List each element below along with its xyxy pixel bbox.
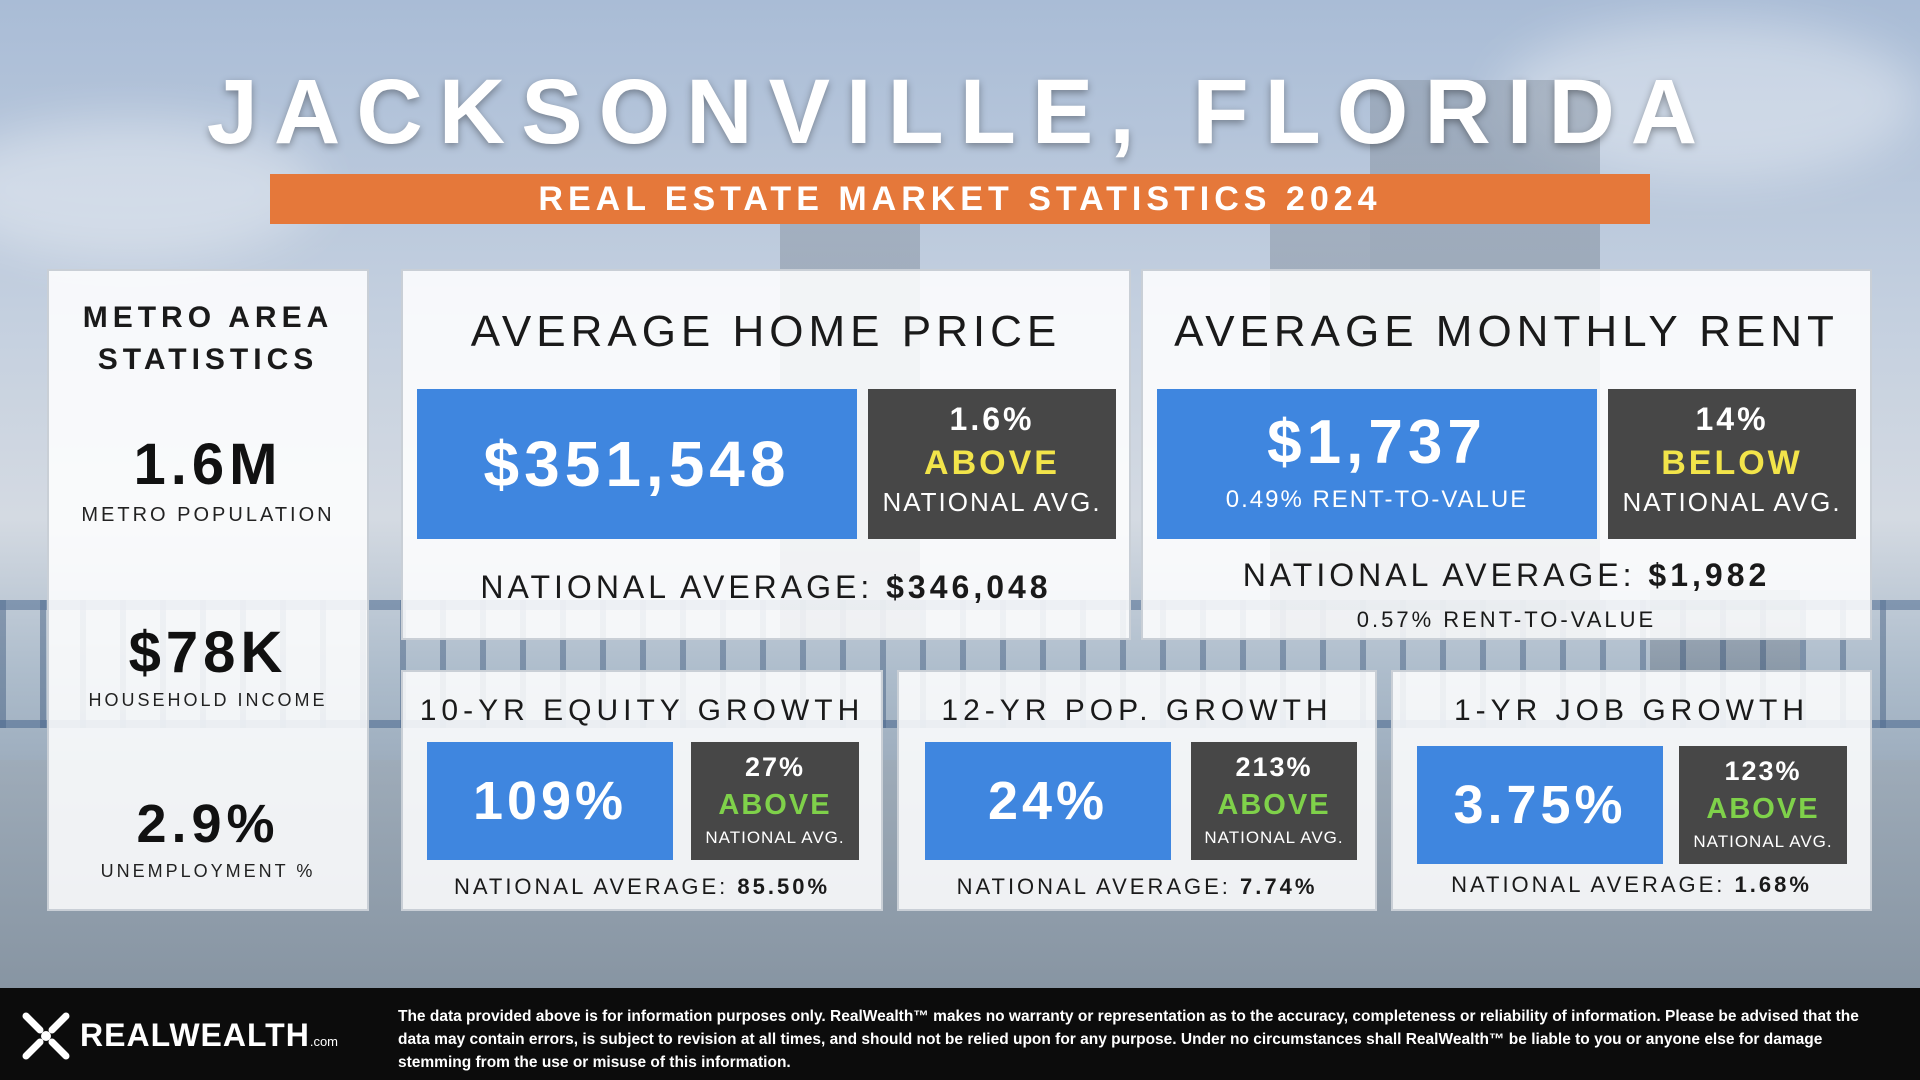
rent-national-ratio: 0.57% RENT-TO-VALUE — [1356, 607, 1657, 632]
realwealth-logo-icon — [22, 1012, 70, 1060]
equity-heading: 10-YR EQUITY GROWTH — [419, 694, 865, 727]
unemployment-value: 2.9% — [136, 794, 280, 854]
equity-national: NATIONAL AVERAGE: 85.50% — [453, 874, 831, 899]
rent-panel: AVERAGE MONTHLY RENT $1,737 0.49% RENT-T… — [1141, 269, 1872, 640]
metro-heading: METRO AREA STATISTICS — [82, 301, 334, 376]
unemployment-label: UNEMPLOYMENT % — [100, 861, 316, 881]
equity-value: 109% — [472, 771, 628, 831]
home-price-compare-box: 1.6% ABOVE NATIONAL AVG. — [868, 389, 1116, 539]
job-growth-value-box: 3.75% — [1417, 746, 1663, 864]
rent-national: NATIONAL AVERAGE: $1,982 — [1242, 557, 1771, 593]
footer: REALWEALTH.com The data provided above i… — [0, 988, 1920, 1080]
disclaimer-text: The data provided above is for informati… — [398, 1008, 1859, 1071]
pop-growth-compare-box: 213% ABOVE NATIONAL AVG. — [1191, 742, 1357, 860]
home-price-heading: AVERAGE HOME PRICE — [470, 307, 1062, 356]
job-growth-value: 3.75% — [1453, 775, 1627, 835]
subtitle-banner: REAL ESTATE MARKET STATISTICS 2024 — [270, 174, 1650, 224]
job-growth-panel: 1-YR JOB GROWTH 3.75% 123% ABOVE NATIONA… — [1391, 670, 1872, 911]
equity-growth-panel: 10-YR EQUITY GROWTH 109% 27% ABOVE NATIO… — [401, 670, 883, 911]
home-price-compare-pct: 1.6% — [949, 401, 1035, 437]
job-growth-compare-box: 123% ABOVE NATIONAL AVG. — [1679, 746, 1847, 864]
rent-compare-label: NATIONAL AVG. — [1622, 487, 1842, 517]
pop-growth-heading: 12-YR POP. GROWTH — [941, 694, 1333, 727]
rent-compare-pct: 14% — [1695, 401, 1769, 437]
rent-compare-dir: BELOW — [1661, 444, 1803, 482]
rent-ratio: 0.49% RENT-TO-VALUE — [1225, 486, 1529, 513]
page-title: JACKSONVILLE, FLORIDA — [206, 61, 1714, 163]
equity-compare-box: 27% ABOVE NATIONAL AVG. — [691, 742, 859, 860]
rent-value-box: $1,737 0.49% RENT-TO-VALUE — [1157, 389, 1597, 539]
home-price-compare-label: NATIONAL AVG. — [882, 487, 1102, 517]
realwealth-logo-text[interactable]: REALWEALTH.com — [80, 1017, 338, 1053]
home-price-value-box: $351,548 — [417, 389, 857, 539]
rent-heading: AVERAGE MONTHLY RENT — [1174, 307, 1839, 356]
job-growth-national: NATIONAL AVERAGE: 1.68% — [1451, 872, 1812, 897]
pop-growth-national: NATIONAL AVERAGE: 7.74% — [956, 874, 1318, 899]
home-price-national: NATIONAL AVERAGE: $346,048 — [480, 569, 1052, 605]
job-growth-heading: 1-YR JOB GROWTH — [1453, 694, 1809, 727]
population-value: 1.6M — [133, 432, 283, 497]
home-price-panel: AVERAGE HOME PRICE $351,548 1.6% ABOVE N… — [401, 269, 1131, 640]
income-label: HOUSEHOLD INCOME — [88, 690, 328, 710]
rent-compare-box: 14% BELOW NATIONAL AVG. — [1608, 389, 1856, 539]
home-price-compare-dir: ABOVE — [924, 444, 1060, 482]
pop-growth-value: 24% — [987, 771, 1109, 831]
pop-growth-value-box: 24% — [925, 742, 1171, 860]
population-label: METRO POPULATION — [81, 504, 335, 526]
equity-value-box: 109% — [427, 742, 673, 860]
income-value: $78K — [128, 620, 288, 685]
rent-value: $1,737 — [1267, 408, 1487, 477]
pop-growth-panel: 12-YR POP. GROWTH 24% 213% ABOVE NATIONA… — [897, 670, 1377, 911]
metro-stats-panel: METRO AREA STATISTICS 1.6M METRO POPULAT… — [47, 269, 369, 911]
home-price-value: $351,548 — [483, 428, 791, 500]
